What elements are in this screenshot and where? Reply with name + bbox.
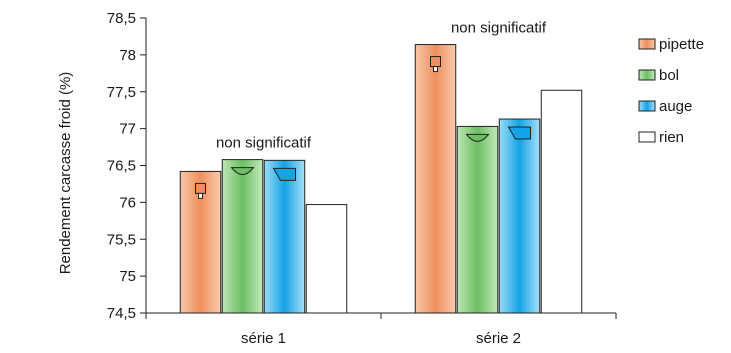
bar-auge-2 bbox=[498, 118, 541, 314]
legend-label: auge bbox=[659, 98, 692, 115]
legend-swatch bbox=[638, 100, 656, 112]
y-tick-label: 76,5 bbox=[107, 158, 136, 175]
y-tick-label: 75,5 bbox=[107, 231, 136, 248]
x-tick-label: série 2 bbox=[476, 330, 521, 347]
legend: pipette bol auge rien bbox=[638, 36, 704, 146]
trough-shape bbox=[272, 167, 296, 181]
bar-auge-1 bbox=[263, 159, 306, 314]
y-tick-label: 77 bbox=[119, 121, 136, 138]
y-tick-label: 74,5 bbox=[107, 305, 136, 322]
pipette-body bbox=[430, 56, 441, 68]
pipette-icon bbox=[430, 56, 441, 73]
legend-label: rien bbox=[659, 129, 684, 146]
legend-swatch bbox=[638, 69, 656, 81]
legend-label: bol bbox=[659, 67, 679, 84]
trough-shape bbox=[507, 126, 531, 140]
bar-bol-2 bbox=[456, 125, 499, 314]
legend-swatch bbox=[638, 38, 656, 50]
legend-item-pipette: pipette bbox=[638, 36, 704, 53]
annotation-label: non significatif bbox=[451, 20, 547, 37]
legend-item-bol: bol bbox=[638, 67, 679, 84]
y-tick-label: 78 bbox=[119, 47, 136, 64]
plot-area: 74,5 75 75,5 76 76,5 77 77,5 78 78,5 série 1 non s… bbox=[107, 10, 617, 347]
legend-label: pipette bbox=[659, 36, 704, 53]
pipette-body bbox=[195, 182, 206, 194]
trough-icon bbox=[272, 167, 296, 181]
bowl-shape bbox=[465, 133, 490, 142]
trough-icon bbox=[507, 126, 531, 140]
bar-pipette-2 bbox=[414, 44, 457, 314]
bar-rien-2 bbox=[540, 89, 583, 314]
pipette-icon bbox=[195, 182, 206, 199]
x-tick-label: série 1 bbox=[241, 330, 286, 347]
legend-swatch bbox=[638, 131, 656, 143]
bowl-shape bbox=[230, 167, 255, 176]
y-tick-label: 78,5 bbox=[107, 10, 136, 27]
legend-item-rien: rien bbox=[638, 129, 684, 146]
pipette-tip bbox=[433, 66, 438, 73]
bowl-icon bbox=[230, 167, 255, 176]
annotation-label: non significatif bbox=[216, 135, 312, 152]
y-tick-label: 77,5 bbox=[107, 84, 136, 101]
bar-bol-1 bbox=[221, 159, 264, 314]
bowl-icon bbox=[465, 133, 490, 142]
pipette-tip bbox=[198, 192, 203, 199]
y-axis-title: Rendement carcasse froid (%) bbox=[57, 72, 74, 275]
y-tick-label: 76 bbox=[119, 194, 136, 211]
legend-item-auge: auge bbox=[638, 98, 692, 115]
y-tick-label: 75 bbox=[119, 268, 136, 285]
bar-rien-1 bbox=[305, 204, 348, 314]
